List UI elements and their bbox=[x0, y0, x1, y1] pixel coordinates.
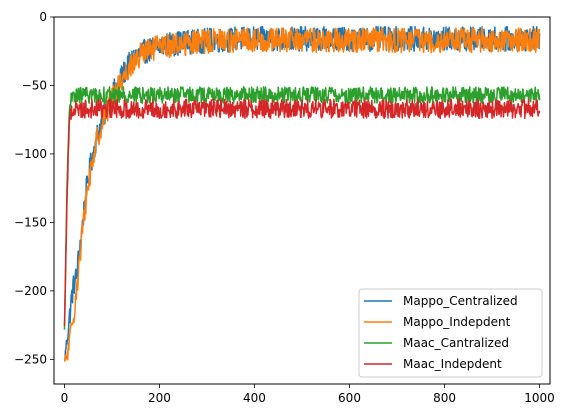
legend-frame bbox=[358, 288, 543, 378]
x-tick-label: 400 bbox=[243, 391, 266, 405]
legend-label: Maac_Indepdent bbox=[403, 357, 502, 371]
series-line-maac-indepdent bbox=[63, 98, 541, 327]
x-tick-label: 1000 bbox=[524, 391, 555, 405]
x-tick-label: 0 bbox=[61, 391, 69, 405]
legend: Mappo_Centralized Mappo_Indepdent Maac_Can… bbox=[358, 288, 543, 378]
y-tick-label: −150 bbox=[14, 215, 47, 229]
x-tick-label: 200 bbox=[148, 391, 171, 405]
legend-label: Mappo_Indepdent bbox=[403, 315, 511, 329]
y-tick-label: −250 bbox=[14, 352, 47, 366]
legend-label: Maac_Cantralized bbox=[403, 336, 509, 350]
y-axis-ticks: 0 −50 −100 −150 −200 −250 bbox=[14, 10, 54, 366]
series-line-mappo-indepdent bbox=[63, 27, 541, 362]
y-tick-label: −50 bbox=[22, 78, 47, 92]
plot-frame bbox=[53, 16, 551, 385]
x-tick-label: 600 bbox=[338, 391, 361, 405]
x-axis-ticks: 0 200 400 600 800 1000 bbox=[61, 384, 555, 405]
x-tick-label: 800 bbox=[433, 391, 456, 405]
y-tick-label: −100 bbox=[14, 147, 47, 161]
series-group bbox=[63, 25, 541, 362]
y-tick-label: 0 bbox=[39, 10, 47, 24]
y-tick-label: −200 bbox=[14, 284, 47, 298]
legend-label: Mappo_Centralized bbox=[403, 294, 518, 308]
